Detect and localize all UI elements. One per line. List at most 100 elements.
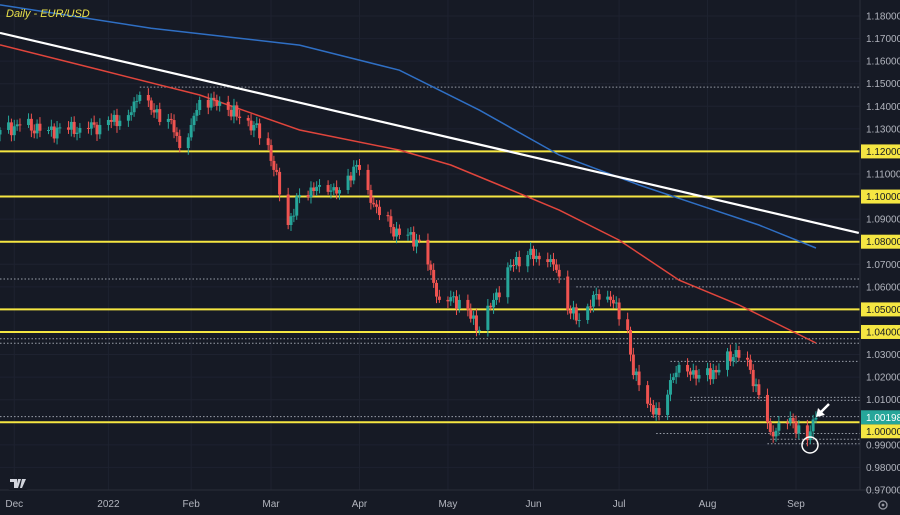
candle-up: [329, 184, 333, 199]
candle-up: [58, 123, 62, 134]
level-price-tag-bg: [861, 302, 900, 317]
candle-body: [774, 430, 778, 437]
candle-body: [149, 100, 153, 110]
candle-body: [711, 370, 715, 380]
candle-down: [175, 127, 179, 142]
candle-body: [346, 175, 350, 191]
candle-up: [126, 109, 130, 127]
level-price-tag-bg: [861, 144, 900, 159]
candle-up: [129, 106, 133, 121]
level-price-tag-label: 1.12000: [866, 147, 900, 158]
candle-up: [509, 259, 513, 271]
candle-up: [654, 402, 658, 421]
candle-down: [597, 289, 601, 307]
candle-body: [27, 118, 31, 126]
candle-body: [497, 292, 501, 298]
candle-up: [132, 97, 136, 117]
candle-down: [152, 103, 156, 118]
candle-body: [557, 269, 561, 277]
level-price-tag-label: 1.10000: [866, 192, 900, 203]
candle-down: [146, 88, 150, 108]
gear-icon[interactable]: [878, 500, 888, 510]
candle-body: [112, 114, 116, 122]
candle-down: [392, 223, 396, 240]
candle-body: [777, 422, 781, 431]
candle-body: [429, 264, 433, 270]
candle-body: [32, 130, 36, 134]
candle-down: [426, 233, 430, 271]
candle-body: [594, 294, 598, 296]
candle-body: [609, 296, 613, 300]
candle-body: [706, 368, 710, 376]
candle-down: [66, 121, 70, 134]
candle-down: [469, 303, 473, 323]
candle-body: [292, 215, 296, 217]
candle-down: [275, 163, 279, 176]
candle-down: [357, 158, 361, 176]
tradingview-logo[interactable]: [8, 476, 28, 490]
candle-body: [574, 307, 578, 321]
candle-body: [637, 371, 641, 386]
candle-up: [415, 233, 419, 254]
candle-down: [212, 91, 216, 107]
candle-down: [246, 115, 250, 127]
candle-body: [788, 417, 792, 423]
candle-body: [472, 315, 476, 319]
candle-up: [12, 119, 16, 141]
candle-body: [751, 369, 755, 387]
candle-body: [172, 120, 176, 133]
candle-body: [797, 425, 801, 434]
candle-body: [286, 194, 290, 225]
candle-down: [648, 397, 652, 412]
time-tick-label: Jul: [613, 499, 626, 510]
candle-up: [295, 193, 299, 220]
candle-body: [688, 371, 692, 375]
candle-up: [808, 425, 812, 444]
candle-down: [574, 303, 578, 325]
annotations: [801, 403, 830, 454]
candle-body: [554, 264, 558, 270]
candle-up: [814, 411, 818, 424]
candle-down: [745, 351, 749, 367]
candle-up: [697, 369, 701, 383]
candle-up: [754, 378, 758, 393]
candle-down: [397, 224, 401, 240]
candle-down: [335, 180, 339, 200]
candle-body: [298, 194, 302, 197]
candle-body: [246, 118, 250, 121]
candle-body: [614, 302, 618, 304]
price-tick-label: 0.98000: [866, 463, 900, 474]
candle-up: [89, 118, 93, 136]
candle-body: [75, 132, 79, 134]
candle-up: [0, 127, 2, 142]
candle-down: [272, 155, 276, 177]
level-price-tag-label: 1.08000: [866, 237, 900, 248]
candle-down: [446, 296, 450, 309]
candle-body: [517, 256, 521, 267]
candle-up: [352, 160, 356, 185]
candle-body: [708, 368, 712, 380]
candle-body: [135, 100, 139, 102]
time-axis[interactable]: [0, 490, 860, 515]
candle-down: [266, 132, 270, 151]
candle-body: [166, 118, 170, 122]
time-tick-label: Aug: [699, 499, 717, 510]
candle-body: [86, 127, 90, 129]
candle-up: [338, 187, 342, 200]
candle-body: [12, 126, 16, 136]
candle-down: [512, 259, 516, 272]
candle-body: [66, 127, 70, 130]
price-tick-label: 1.18000: [866, 12, 900, 23]
candle-down: [546, 252, 550, 268]
candle-body: [566, 276, 570, 311]
candle-body: [646, 385, 650, 404]
candle-down: [728, 344, 732, 367]
candle-up: [75, 126, 79, 141]
candle-up: [138, 91, 142, 104]
candle-down: [158, 102, 162, 126]
candle-body: [714, 370, 718, 373]
candle-up: [549, 254, 553, 268]
time-tick-label: Sep: [787, 499, 805, 510]
candle-up: [166, 113, 170, 129]
